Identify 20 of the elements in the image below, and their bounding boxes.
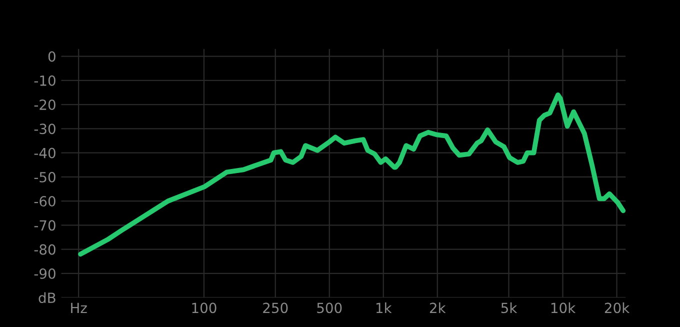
y-tick-label: -70 [34,220,56,231]
x-tick-label: 1k [376,302,392,313]
x-tick-label: 250 [263,302,288,314]
y-tick-label: -20 [34,100,56,110]
x-tick-label: 500 [317,302,342,314]
y-tick-label: -90 [34,268,56,279]
x-tick-label: 5k [501,302,518,314]
x-tick-label: Hz [71,302,87,313]
x-tick-label: 100 [192,302,216,314]
y-tick-label: -80 [34,244,56,255]
x-tick-label: 2k [430,302,446,313]
x-tick-label: 10k [551,302,576,314]
y-tick-label: -30 [34,124,56,134]
y-tick-label: -50 [34,172,56,182]
y-tick-label: dB [38,292,56,304]
y-tick-label: -10 [34,75,56,86]
x-tick-label: 20k [604,302,630,314]
y-tick-label: -40 [34,148,56,158]
y-tick-label: -60 [34,196,56,207]
y-tick-label: 0 [48,51,56,62]
